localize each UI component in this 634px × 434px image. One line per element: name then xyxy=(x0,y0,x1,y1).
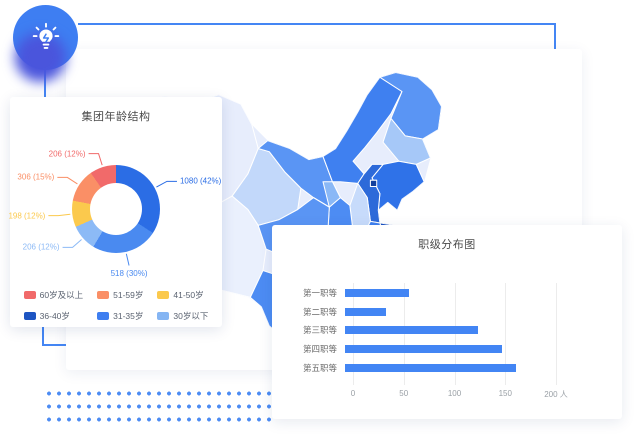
legend-item[interactable]: 30岁以下 xyxy=(157,310,208,322)
x-axis-tick: 200 人 xyxy=(544,390,568,399)
legend-swatch xyxy=(157,291,170,299)
legend-swatch xyxy=(23,312,36,320)
dot-pattern xyxy=(42,385,275,422)
legend-swatch xyxy=(97,291,110,299)
lightbulb-icon xyxy=(32,22,59,49)
connector-top-drop xyxy=(554,23,556,51)
lightbulb-badge[interactable] xyxy=(13,5,78,70)
legend-item[interactable]: 60岁及以上 xyxy=(23,289,84,301)
donut-leader xyxy=(125,253,130,266)
legend-item[interactable]: 41-50岁 xyxy=(157,289,208,301)
x-axis-tick: 150 xyxy=(498,389,512,398)
donut-value-label: 306 (15%) xyxy=(17,172,55,182)
bar xyxy=(345,345,503,354)
donut-leader xyxy=(62,239,82,248)
donut-value-label: 1080 (42%) xyxy=(179,176,222,186)
province xyxy=(322,72,403,184)
rank-chart-title: 职级分布图 xyxy=(418,239,476,251)
bar-category-label: 第四职等 xyxy=(302,344,337,355)
donut-value-label: 206 (12%) xyxy=(48,149,86,159)
bar-category-label: 第三职等 xyxy=(302,325,337,336)
connector-top-horizontal xyxy=(78,23,556,25)
bar-category-label: 第五职等 xyxy=(302,362,337,373)
legend-swatch xyxy=(97,312,110,320)
bar xyxy=(345,326,478,335)
bar-row: 第一职等 xyxy=(272,284,622,303)
province xyxy=(322,181,341,208)
gridline xyxy=(556,283,557,385)
x-axis-tick: 100 xyxy=(447,389,462,398)
donut-value-label: 206 (12%) xyxy=(22,242,60,252)
legend-swatch xyxy=(23,291,36,299)
rank-distribution-card: 职级分布图 第一职等第二职等第三职等第四职等第五职等 0 50 100 150 200 … xyxy=(272,225,622,419)
connector-badge-down xyxy=(44,68,46,99)
bar xyxy=(345,363,516,372)
legend-item[interactable]: 51-59岁 xyxy=(97,289,143,301)
donut-leader xyxy=(88,153,103,166)
legend-label: 36-40岁 xyxy=(39,311,70,321)
connector-bottom-horizontal xyxy=(42,344,68,346)
bar-row: 第四职等 xyxy=(272,340,622,359)
legend-label: 30岁以下 xyxy=(173,311,209,321)
x-axis-tick: 0 xyxy=(350,389,356,398)
donut-chart: 1080 (42%) 518 (30%) 206 (12%) 198 (12%) 306… xyxy=(8,97,222,327)
donut-value-label: 198 (12%) xyxy=(8,211,46,221)
bar-category-label: 第一职等 xyxy=(302,288,337,299)
donut-leader xyxy=(57,176,78,185)
donut-hole xyxy=(90,183,142,235)
bar-category-label: 第二职等 xyxy=(302,306,337,317)
donut-value-label: 518 (30%) xyxy=(110,268,148,278)
donut-leader-lines xyxy=(48,153,177,266)
legend-swatch xyxy=(157,312,170,320)
bar xyxy=(345,307,386,316)
bar-plot: 第一职等第二职等第三职等第四职等第五职等 xyxy=(272,284,622,377)
donut-leader xyxy=(48,213,71,217)
province xyxy=(369,179,378,188)
bar-row: 第五职等 xyxy=(272,358,622,377)
bar-row: 第三职等 xyxy=(272,321,622,340)
age-legend: 60岁及以上 51-59岁 41-50岁 36-40岁 31-35岁 30岁以下 xyxy=(10,289,222,322)
connector-bottom-vertical xyxy=(42,325,44,346)
age-chart-title: 集团年龄结构 xyxy=(81,111,151,123)
bar-row: 第二职等 xyxy=(272,303,622,322)
legend-label: 60岁及以上 xyxy=(39,290,84,300)
legend-item[interactable]: 31-35岁 xyxy=(97,310,143,322)
x-axis-tick: 50 xyxy=(399,389,409,398)
legend-label: 31-35岁 xyxy=(113,311,144,321)
gridline xyxy=(505,283,506,385)
province xyxy=(379,72,442,140)
legend-label: 41-50岁 xyxy=(173,290,204,300)
legend-item[interactable]: 36-40岁 xyxy=(23,310,83,322)
age-structure-card: 集团年龄结构 1080 (42%) 518 (30%) 206 (12%) 198 (… xyxy=(8,97,222,327)
bar xyxy=(345,289,409,298)
legend-label: 51-59岁 xyxy=(113,290,144,300)
donut-leader xyxy=(156,180,177,188)
